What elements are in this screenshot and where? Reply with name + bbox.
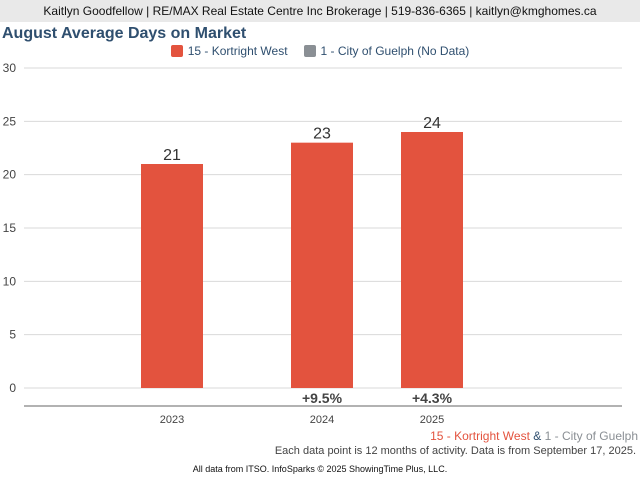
data-label-2023: 21 bbox=[163, 147, 181, 164]
y-tick-label: 15 bbox=[3, 221, 17, 235]
y-tick-label: 20 bbox=[3, 168, 17, 182]
legend-item-kortright-west[interactable]: 15 - Kortright West bbox=[170, 44, 288, 58]
data-source-footer: All data from ITSO. InfoSparks © 2025 Sh… bbox=[192, 464, 448, 474]
bar-2023 bbox=[141, 164, 203, 388]
agent-contact-bar: Kaitlyn Goodfellow | RE/MAX Real Estate … bbox=[0, 0, 640, 22]
y-tick-label: 5 bbox=[9, 328, 16, 342]
change-label-2024: +9.5% bbox=[302, 390, 343, 406]
chart-title: August Average Days on Market bbox=[2, 25, 247, 42]
legend-item-city-of-guelph[interactable]: 1 - City of Guelph (No Data) bbox=[303, 44, 470, 58]
legend-swatch-city-of-guelph bbox=[303, 45, 316, 57]
x-tick-label-2024: 2024 bbox=[310, 414, 334, 426]
region-joiner: & bbox=[533, 429, 542, 443]
y-tick-label: 25 bbox=[3, 114, 17, 128]
data-label-2024: 23 bbox=[313, 126, 331, 143]
data-note: Each data point is 12 months of activity… bbox=[274, 445, 636, 457]
bar-2024 bbox=[291, 142, 353, 388]
data-label-2025: 24 bbox=[423, 115, 441, 132]
region-secondary: 1 - City of Guelph bbox=[544, 429, 638, 443]
region-comparison-line: 15 - Kortright West & 1 - City of Guelph bbox=[430, 429, 638, 443]
region-primary: 15 - Kortright West bbox=[430, 429, 530, 443]
legend-swatch-kortright-west bbox=[170, 45, 183, 57]
y-tick-label: 10 bbox=[3, 274, 17, 288]
y-tick-label: 0 bbox=[9, 381, 16, 395]
legend-label-city-of-guelph: 1 - City of Guelph (No Data) bbox=[320, 44, 470, 58]
y-tick-label: 30 bbox=[3, 61, 17, 75]
x-tick-label-2025: 2025 bbox=[420, 414, 444, 426]
bar-2025 bbox=[401, 132, 463, 388]
x-tick-label-2023: 2023 bbox=[160, 414, 184, 426]
legend-label-kortright-west: 15 - Kortright West bbox=[187, 44, 288, 58]
change-label-2025: +4.3% bbox=[412, 390, 453, 406]
chart-legend: 15 - Kortright West 1 - City of Guelph (… bbox=[0, 44, 640, 58]
